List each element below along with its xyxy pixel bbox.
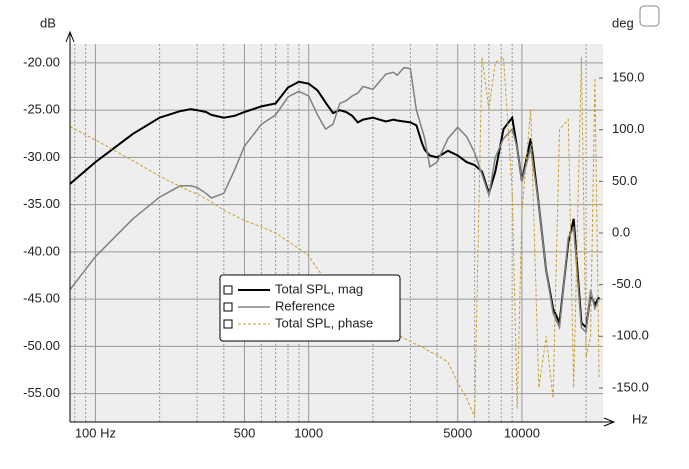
- checkbox[interactable]: [639, 5, 660, 27]
- y-axis-label: dB: [40, 15, 56, 30]
- series-line: [69, 56, 600, 417]
- x-axis-arrow: [603, 417, 616, 427]
- x-axis-label: Hz: [632, 411, 648, 426]
- plot-area: [70, 44, 603, 422]
- series-line: [69, 66, 600, 334]
- x-tick-label: 100 Hz: [75, 425, 116, 440]
- legend-checkbox: [223, 302, 233, 312]
- y2-tick-label: -100.0: [612, 328, 649, 343]
- y2-tick-label: -50.0: [612, 276, 642, 291]
- legend-label: Total SPL, phase: [275, 315, 373, 330]
- lines: [69, 56, 600, 417]
- y2-tick-label: 50.0: [612, 173, 637, 188]
- y-tick-label: -25.00: [23, 102, 60, 117]
- y-tick-label: -20.00: [23, 54, 60, 69]
- y2-tick-label: -150.0: [612, 379, 649, 394]
- legend: Total SPL, mag Reference Total SPL, phase: [219, 274, 401, 342]
- y-tick-label: -35.00: [23, 196, 60, 211]
- y2-tick-label: 0.0: [612, 224, 630, 239]
- legend-label: Reference: [275, 298, 335, 313]
- y-tick-label: -50.00: [23, 338, 60, 353]
- y2-tick-label: 150.0: [612, 70, 645, 85]
- grid: [70, 44, 603, 422]
- x-tick-label: 5000: [443, 425, 472, 440]
- y-tick-label: -45.00: [23, 291, 60, 306]
- x-tick-label: 1000: [294, 425, 323, 440]
- x-tick-label: 10000: [504, 425, 540, 440]
- legend-checkbox: [223, 319, 233, 329]
- legend-label: Total SPL, mag: [275, 281, 363, 296]
- y-tick-label: -55.00: [23, 385, 60, 400]
- y-tick-label: -40.00: [23, 243, 60, 258]
- y-axis-arrow: [65, 30, 75, 43]
- y2-tick-label: 100.0: [612, 121, 645, 136]
- y-tick-label: -30.00: [23, 149, 60, 164]
- x-tick-label: 500: [234, 425, 256, 440]
- legend-checkbox: [223, 285, 233, 295]
- y2-axis-label: deg: [612, 15, 634, 30]
